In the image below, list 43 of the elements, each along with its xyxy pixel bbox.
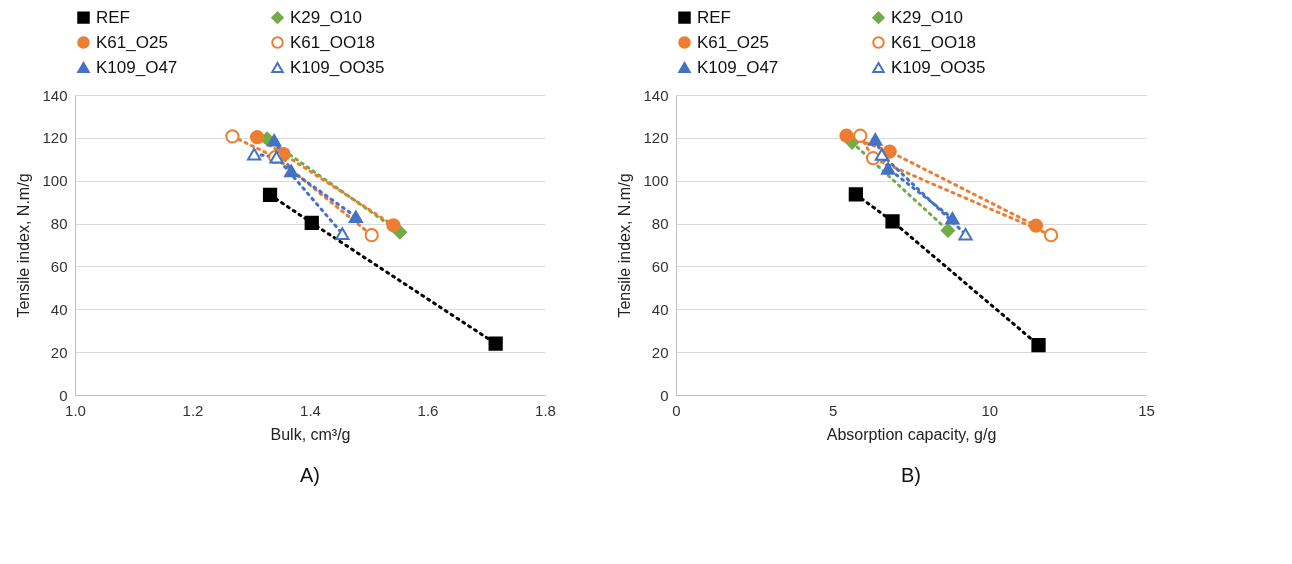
y-axis-title: Tensile index, N.m/g <box>616 173 634 318</box>
y-tick-label: 80 <box>651 215 669 233</box>
legend-label: K29_O10 <box>290 7 362 27</box>
legend-label: K109_O47 <box>697 57 779 77</box>
y-tick-label: 120 <box>643 129 669 147</box>
x-tick-label: 10 <box>981 401 999 419</box>
legend-label: K61_OO18 <box>290 32 376 52</box>
legend-label: K29_O10 <box>891 7 963 27</box>
text: B) <box>901 464 921 486</box>
legend-label: K61_O25 <box>96 32 168 52</box>
legend-label: K109_OO35 <box>891 57 986 77</box>
y-axis-title: Tensile index, N.m/g <box>15 173 33 318</box>
y-tick-label: 140 <box>643 86 669 104</box>
y-tick-label: 100 <box>643 172 669 190</box>
x-axis-title: Absorption capacity, g/g <box>826 425 997 443</box>
y-tick-label: 20 <box>50 343 68 361</box>
legend-label: REF <box>697 7 731 27</box>
x-tick-label: 1.4 <box>300 401 321 419</box>
x-tick-label: 1.8 <box>535 401 556 419</box>
y-tick-label: 60 <box>651 257 669 275</box>
y-tick-label: 120 <box>42 129 68 147</box>
legend-label: K61_O25 <box>697 32 769 52</box>
x-tick-label: 15 <box>1138 401 1155 419</box>
y-tick-label: 100 <box>42 172 68 190</box>
y-tick-label: 0 <box>59 386 68 404</box>
x-tick-label: 1.0 <box>65 401 86 419</box>
x-tick-label: 5 <box>828 401 838 419</box>
y-tick-label: 60 <box>50 257 68 275</box>
legend-label: K61_OO18 <box>891 32 977 52</box>
x-tick-label: 1.2 <box>182 401 204 419</box>
y-tick-label: 40 <box>651 300 669 318</box>
y-tick-label: 140 <box>42 86 68 104</box>
y-tick-label: 20 <box>651 343 669 361</box>
legend-label: REF <box>96 7 130 27</box>
y-tick-label: 40 <box>50 300 68 318</box>
x-tick-label: 1.6 <box>417 401 439 419</box>
text: A) <box>300 464 320 486</box>
x-axis-title: Bulk, cm³/g <box>270 425 351 443</box>
x-tick-label: 0 <box>672 401 681 419</box>
legend-label: K109_OO35 <box>290 57 385 77</box>
y-tick-label: 0 <box>660 386 669 404</box>
y-tick-label: 80 <box>50 215 68 233</box>
legend-label: K109_O47 <box>96 57 178 77</box>
